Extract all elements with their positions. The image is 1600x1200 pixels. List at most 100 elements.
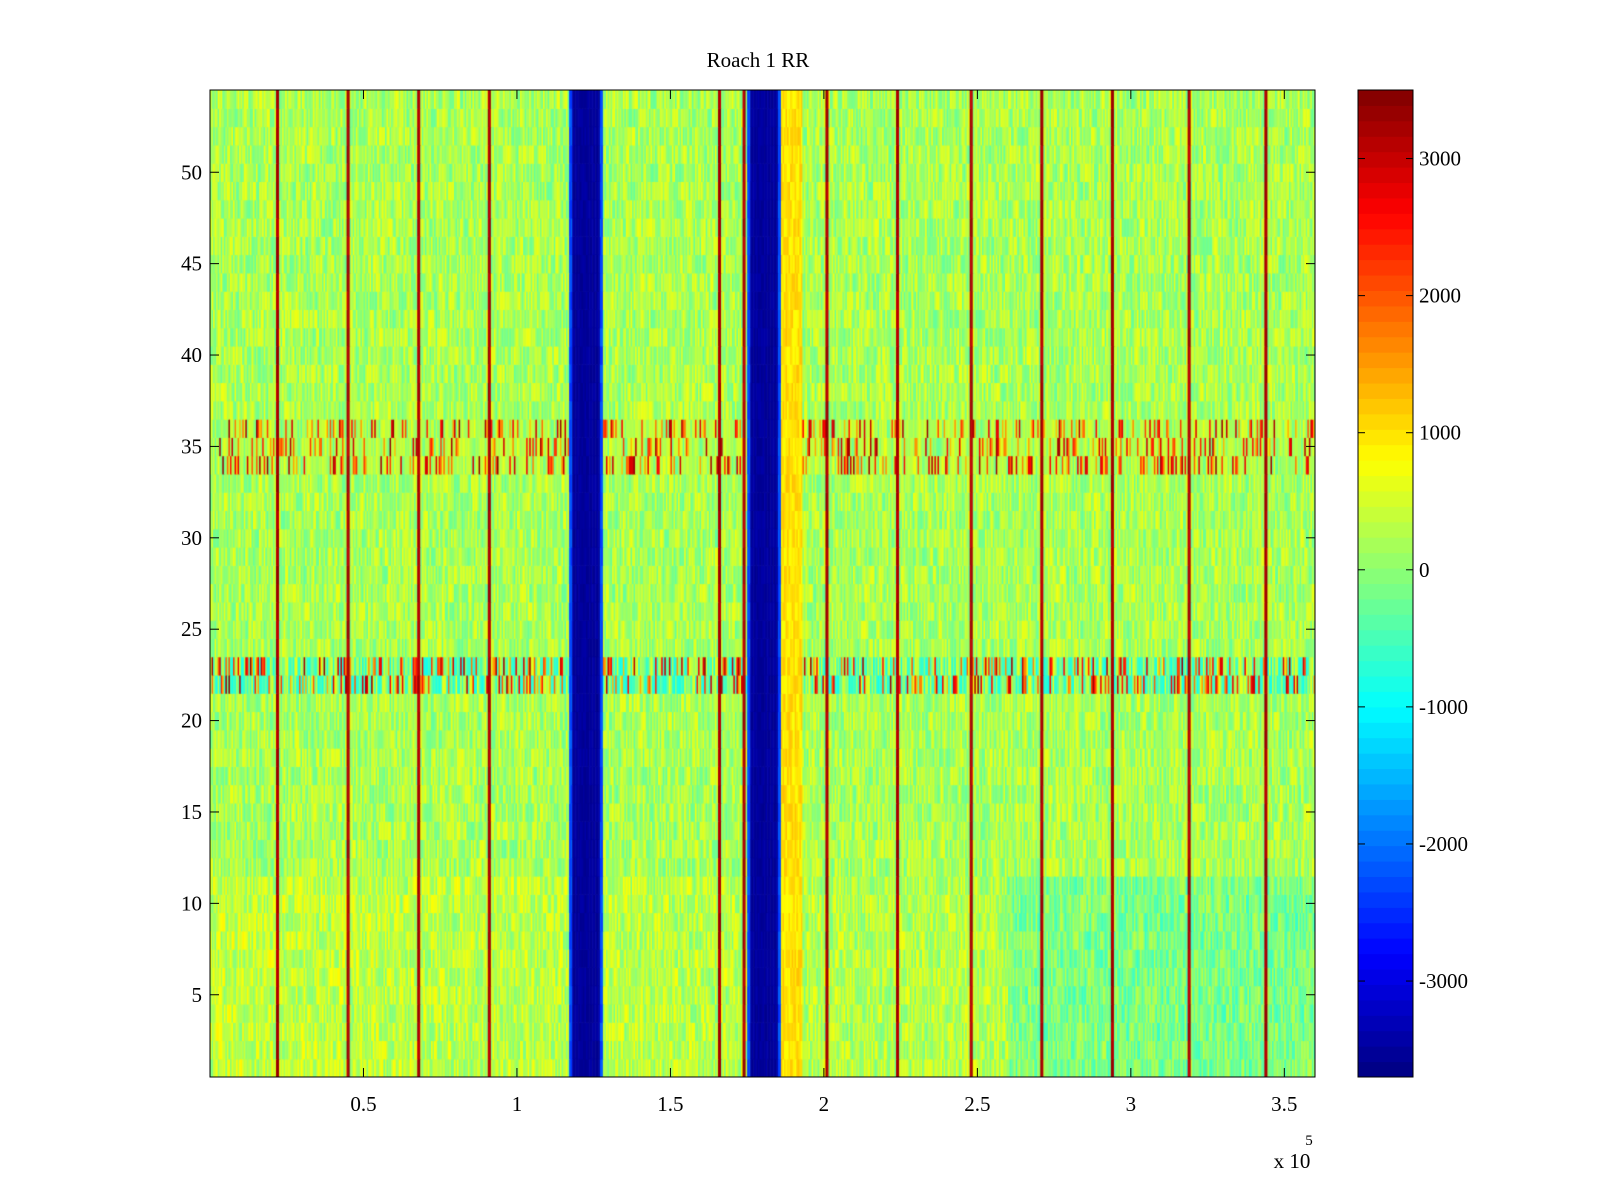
colorbar-swatch	[1358, 167, 1413, 184]
x-tick-label: 1.5	[657, 1092, 683, 1116]
colorbar-swatch	[1358, 275, 1413, 291]
colorbar-swatch	[1358, 182, 1413, 199]
y-tick-label: 45	[181, 252, 202, 276]
colorbar-swatch	[1358, 922, 1413, 939]
colorbar-swatch	[1358, 1061, 1413, 1078]
colorbar-swatch	[1358, 676, 1413, 692]
x-tick-label: 1	[512, 1092, 523, 1116]
colorbar-swatch	[1358, 305, 1413, 322]
colorbar-swatch	[1358, 999, 1413, 1016]
colorbar-swatch	[1358, 490, 1413, 507]
colorbar-swatch	[1358, 259, 1413, 276]
colorbar-swatch	[1358, 984, 1413, 1001]
colorbar-swatch	[1358, 568, 1413, 584]
x-tick-label: 0.5	[350, 1092, 376, 1116]
colorbar-swatch	[1358, 614, 1413, 631]
colorbar-swatch	[1358, 737, 1413, 754]
colorbar: 3000 2000 1000 0 -1000 -2000 -3000	[1357, 89, 1468, 1078]
colorbar-swatch	[1358, 120, 1413, 137]
colorbar-swatch	[1358, 383, 1413, 399]
colorbar-swatch	[1358, 537, 1413, 554]
colorbar-swatch	[1358, 367, 1413, 384]
colorbar-swatch	[1358, 90, 1413, 106]
y-tick-label: 10	[181, 891, 202, 915]
colorbar-swatch	[1358, 660, 1413, 677]
colorbar-swatch	[1358, 398, 1413, 415]
colorbar-swatch	[1358, 706, 1413, 723]
y-tick-label: 35	[181, 434, 202, 458]
colorbar-swatch	[1358, 336, 1413, 353]
colorbar-swatch	[1358, 969, 1413, 985]
colorbar-swatch	[1358, 429, 1413, 446]
x-exponent: 5	[1305, 1133, 1313, 1149]
colorbar-tick-label: -3000	[1419, 969, 1468, 993]
plot-axes-box	[209, 89, 1316, 1078]
colorbar-swatch	[1358, 197, 1413, 214]
colorbar-swatch	[1358, 907, 1413, 924]
colorbar-gradient	[1358, 90, 1413, 1078]
y-tick-label: 30	[181, 526, 202, 550]
y-tick-label: 40	[181, 343, 202, 367]
colorbar-swatch	[1358, 799, 1413, 816]
heatmap-canvas	[210, 90, 1315, 1077]
colorbar-swatch	[1358, 861, 1413, 878]
y-axis: 5 10 15 20 25 30 35 40 45 50	[181, 160, 1315, 1007]
colorbar-swatch	[1358, 783, 1413, 800]
colorbar-swatch	[1358, 830, 1413, 847]
colorbar-swatch	[1358, 1015, 1413, 1032]
colorbar-swatch	[1358, 645, 1413, 662]
y-tick-label: 25	[181, 617, 202, 641]
y-tick-label: 5	[192, 983, 203, 1007]
colorbar-swatch	[1358, 244, 1413, 261]
y-tick-label: 15	[181, 800, 202, 824]
colorbar-swatch	[1358, 722, 1413, 739]
colorbar-tick-label: 2000	[1419, 284, 1461, 308]
colorbar-swatch	[1358, 768, 1413, 785]
colorbar-swatch	[1358, 506, 1413, 523]
colorbar-swatch	[1358, 1046, 1413, 1063]
x-tick-label: 3	[1126, 1092, 1137, 1116]
y-tick-label: 20	[181, 709, 202, 733]
colorbar-tick-label: 0	[1419, 558, 1430, 582]
colorbar-swatch	[1358, 845, 1413, 862]
colorbar-swatch	[1358, 105, 1413, 122]
colorbar-swatch	[1358, 1030, 1413, 1047]
colorbar-swatch	[1358, 213, 1413, 230]
colorbar-swatch	[1358, 352, 1413, 369]
colorbar-swatch	[1358, 521, 1413, 538]
colorbar-swatch	[1358, 598, 1413, 615]
colorbar-swatch	[1358, 583, 1413, 600]
colorbar-swatch	[1358, 938, 1413, 955]
colorbar-swatch	[1358, 552, 1413, 569]
colorbar-swatch	[1358, 413, 1413, 430]
colorbar-swatch	[1358, 876, 1413, 893]
colorbar-tick-label: -1000	[1419, 695, 1468, 719]
chart-title: Roach 1 RR	[707, 48, 810, 72]
colorbar-swatch	[1358, 136, 1413, 153]
x-axis: 0.5 1 1.5 2 2.5 3 3.5	[350, 90, 1297, 1116]
y-tick-label: 50	[181, 160, 202, 184]
heatmap-plot-area: 0.5 1 1.5 2 2.5 3 3.5 5 10 15 20 25 30 35 40 45 50 x 10…	[181, 89, 1316, 1173]
x-exponent-label: x 10	[1274, 1149, 1311, 1173]
colorbar-swatch	[1358, 629, 1413, 646]
colorbar-swatch	[1358, 444, 1413, 461]
colorbar-swatch	[1358, 475, 1413, 492]
colorbar-swatch	[1358, 891, 1413, 908]
heatmap-image-holder	[210, 90, 1315, 1077]
colorbar-axis: 3000 2000 1000 0 -1000 -2000 -3000	[1358, 147, 1468, 993]
colorbar-swatch	[1358, 814, 1413, 831]
colorbar-swatch	[1358, 290, 1413, 307]
colorbar-swatch	[1358, 228, 1413, 245]
x-tick-label: 3.5	[1271, 1092, 1297, 1116]
colorbar-swatch	[1358, 753, 1413, 770]
colorbar-tick-label: 1000	[1419, 421, 1461, 445]
x-tick-label: 2	[819, 1092, 830, 1116]
colorbar-swatch	[1358, 151, 1413, 168]
colorbar-swatch	[1358, 321, 1413, 338]
colorbar-swatch	[1358, 691, 1413, 708]
colorbar-swatch	[1358, 953, 1413, 970]
colorbar-tick-label: 3000	[1419, 147, 1461, 171]
colorbar-swatch	[1358, 460, 1413, 477]
colorbar-tick-label: -2000	[1419, 832, 1468, 856]
